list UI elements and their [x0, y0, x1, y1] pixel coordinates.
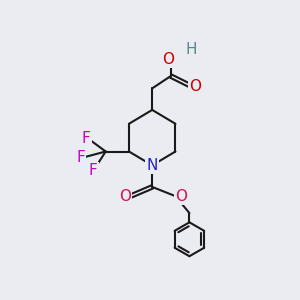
- Text: O: O: [189, 79, 201, 94]
- Text: O: O: [175, 189, 187, 204]
- Text: N: N: [146, 158, 158, 173]
- Text: O: O: [162, 52, 174, 67]
- Text: O: O: [119, 189, 131, 204]
- Text: F: F: [76, 150, 85, 165]
- Text: H: H: [185, 42, 197, 57]
- Text: F: F: [89, 163, 98, 178]
- Text: F: F: [82, 131, 91, 146]
